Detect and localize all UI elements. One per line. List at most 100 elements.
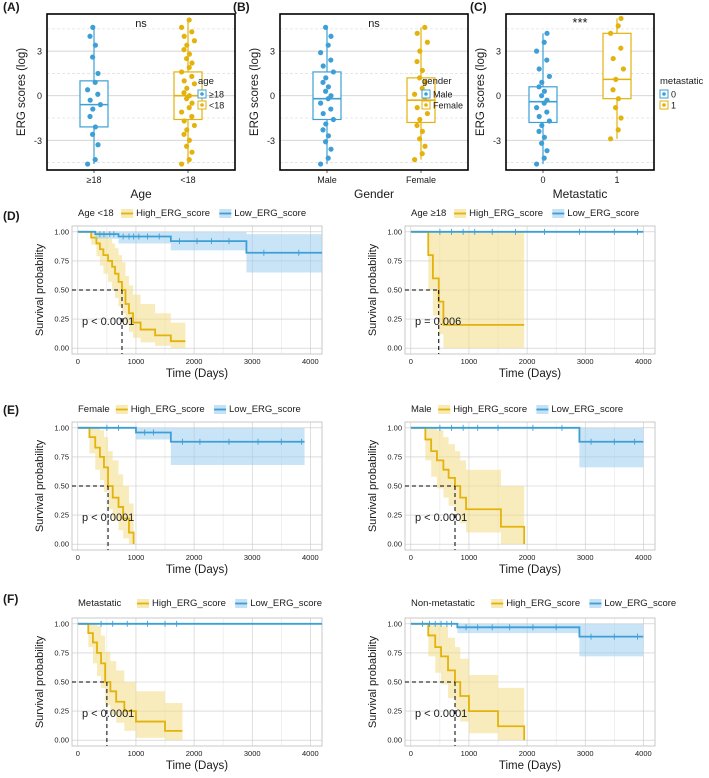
y-tick-label: 0.00 <box>387 736 402 745</box>
km-series-high <box>77 230 186 349</box>
y-tick-label: 1.00 <box>387 423 402 432</box>
p-value: p < 0.0001 <box>415 708 467 720</box>
y-tick-label: 3 <box>37 47 42 57</box>
data-point <box>95 142 101 148</box>
data-point <box>417 116 423 123</box>
y-axis-title: Survival probability <box>34 243 46 336</box>
data-point <box>320 127 326 133</box>
data-point <box>90 54 96 60</box>
data-point <box>544 97 550 103</box>
data-point <box>184 127 190 133</box>
data-point <box>414 105 420 111</box>
survival-curve <box>410 230 525 326</box>
data-point <box>546 73 553 79</box>
legend: Female High_ERG_score Low_ERG_score <box>78 404 301 415</box>
strata-label: Age <18 <box>78 208 114 219</box>
x-axis-title: Time (Days) <box>166 760 228 772</box>
panel-label: (B) <box>233 0 250 14</box>
y-tick-label: -3 <box>34 136 42 146</box>
x-tick-label: 0 <box>76 553 80 562</box>
x-axis-title: Time (Days) <box>499 760 561 772</box>
x-tick-label: 2000 <box>186 553 203 562</box>
data-point <box>179 69 185 75</box>
data-point <box>189 60 195 66</box>
p-value: p < 0.0001 <box>415 512 467 524</box>
data-point <box>318 100 324 106</box>
data-point <box>541 39 547 45</box>
y-tick-label: 1.00 <box>387 619 402 628</box>
x-tick-label: <18 <box>180 175 195 185</box>
survival-curve <box>410 622 526 741</box>
significance-label: ns <box>135 18 147 30</box>
x-tick-label: 3000 <box>577 553 594 562</box>
data-point <box>92 79 98 85</box>
data-point <box>97 102 103 108</box>
legend-dot <box>662 92 666 96</box>
x-tick-label: 0 <box>76 357 80 366</box>
survival-curve <box>410 426 526 545</box>
survival-panel-d2: 0 1000 2000 3000 4000 0.00 0.25 0.50 0.75 1.00 p =… <box>367 208 656 380</box>
data-point <box>186 51 192 57</box>
data-point <box>320 79 326 85</box>
data-point <box>424 39 430 45</box>
y-tick-label: 0.50 <box>54 286 69 295</box>
data-point <box>536 128 542 134</box>
x-axis-title: Metastatic <box>553 187 608 201</box>
x-tick-label: 1000 <box>128 553 145 562</box>
p-value: p < 0.0001 <box>82 512 134 524</box>
km-series-high <box>410 426 526 545</box>
data-point <box>318 50 324 56</box>
data-point <box>412 91 418 97</box>
survival-curve <box>77 622 183 732</box>
y-tick-label: 0.50 <box>387 678 402 687</box>
data-point <box>544 30 550 36</box>
x-tick-label: 2000 <box>519 553 536 562</box>
strata-label: Non-metastatic <box>411 598 475 609</box>
data-point <box>330 116 336 123</box>
data-point <box>328 93 334 99</box>
data-point <box>87 33 93 39</box>
survival-curve <box>410 622 644 638</box>
data-point <box>539 122 545 129</box>
data-point <box>186 64 192 71</box>
data-point <box>536 113 542 120</box>
y-axis-title: ERG scores (log) <box>475 48 487 136</box>
data-point <box>184 143 190 149</box>
data-point <box>95 91 101 97</box>
y-tick-label: 0 <box>270 91 275 101</box>
x-tick-label: 3000 <box>244 357 261 366</box>
legend: Age <18 High_ERG_score Low_ERG_score <box>78 208 306 219</box>
data-point <box>419 151 425 157</box>
x-tick-label: 1 <box>614 175 619 185</box>
data-point <box>189 29 195 35</box>
data-point <box>610 87 616 93</box>
x-tick-label: 0 <box>409 553 413 562</box>
data-point <box>330 69 336 75</box>
data-point <box>618 115 624 121</box>
data-point <box>613 105 619 111</box>
legend-label: High_ERG_score <box>469 208 543 219</box>
legend-label: Low_ERG_score <box>229 404 301 415</box>
legend-label: High_ERG_score <box>131 404 205 415</box>
confidence-band <box>77 427 305 466</box>
y-tick-label: 0.00 <box>387 344 402 353</box>
panel-border <box>279 13 469 171</box>
confidence-band <box>410 623 644 657</box>
y-tick-label: 0.75 <box>387 648 402 657</box>
data-point <box>323 24 329 30</box>
legend-label: 1 <box>671 101 676 111</box>
legend-label: Low_ERG_score <box>551 404 623 415</box>
y-axis-title: ERG scores (log) <box>16 48 28 136</box>
data-point <box>184 42 190 48</box>
data-point <box>417 136 423 142</box>
data-point <box>323 88 329 94</box>
survival-curve <box>410 426 644 443</box>
km-series-low <box>410 228 644 235</box>
y-tick-label: 0.50 <box>387 286 402 295</box>
data-point <box>414 122 420 129</box>
legend-label: Low_ERG_score <box>604 598 676 609</box>
data-point <box>620 66 627 72</box>
significance-label: ns <box>368 18 380 30</box>
